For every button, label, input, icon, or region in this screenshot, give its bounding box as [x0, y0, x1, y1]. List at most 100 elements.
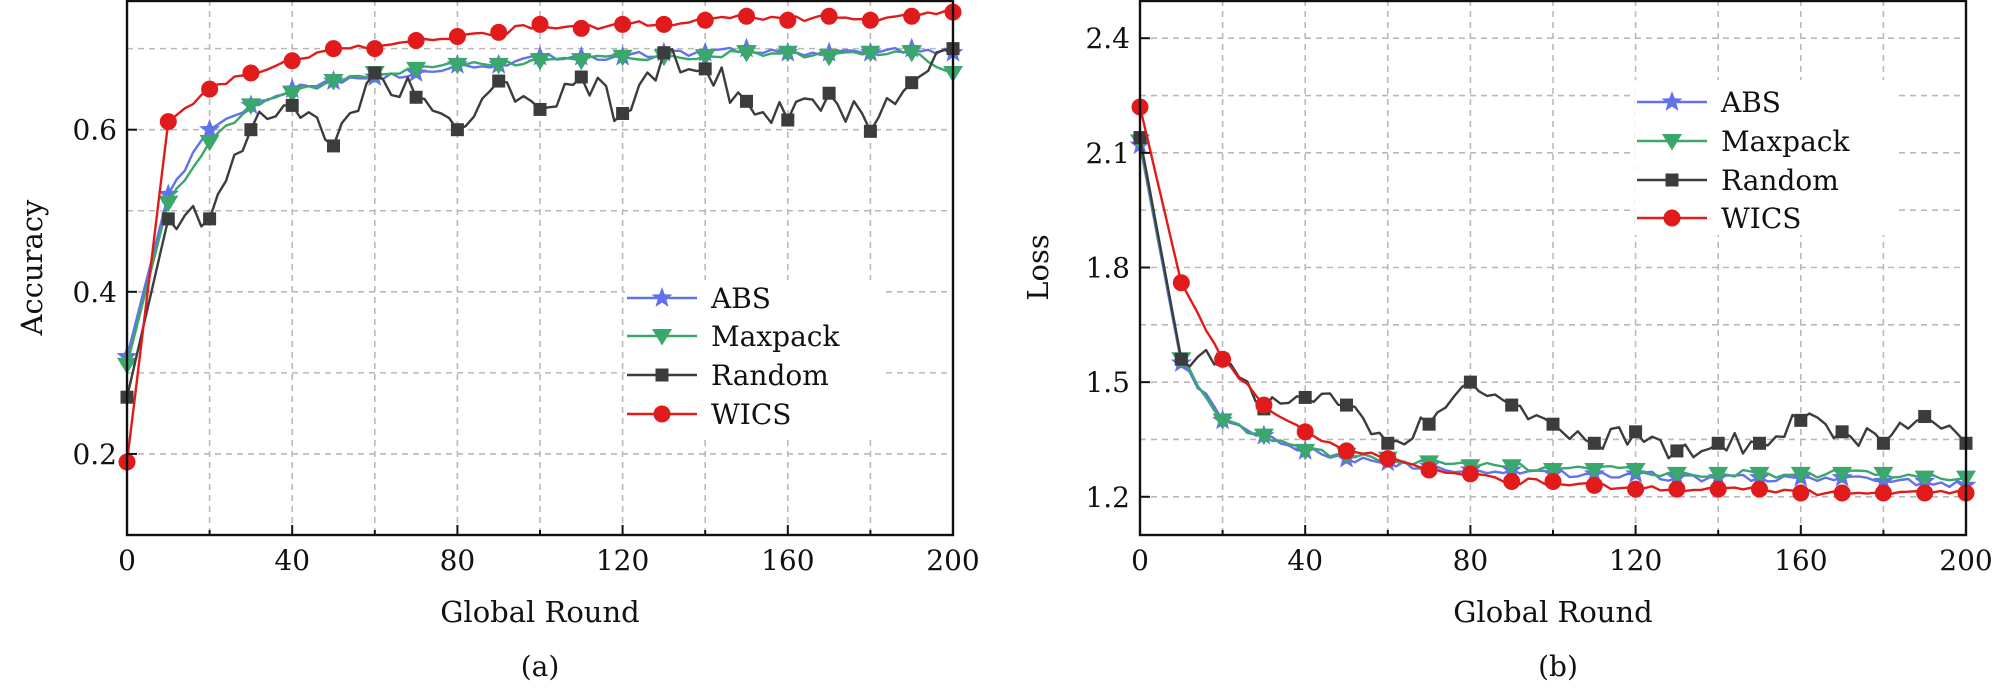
x-tick-label: 80: [1453, 544, 1489, 577]
data-point-maxpack: [323, 74, 344, 91]
x-axis-title: Global Round: [1453, 595, 1652, 629]
data-point-random: [1174, 352, 1188, 366]
chart-panel-b: 0 40 80 120 160 200 1.2 1.5 1.8 2.1 2.4 Global Roun…: [1021, 0, 1993, 683]
data-point-maxpack: [612, 49, 633, 67]
data-point-maxpack: [777, 45, 798, 63]
data-point-wics: [1833, 484, 1851, 502]
data-point-maxpack: [860, 45, 881, 63]
data-point-random: [244, 123, 258, 137]
data-point-random: [1918, 410, 1932, 424]
x-tick-label: 40: [274, 544, 310, 577]
data-point-random: [1298, 390, 1312, 404]
legend-background: [1635, 80, 1895, 235]
data-point-maxpack: [1584, 463, 1605, 480]
legend: ABS Maxpack Random WICS: [1635, 80, 1895, 235]
chart-panel-a: 0 40 80 120 160 200 0.2 0.4 0.6 Global Round Accur…: [15, 0, 980, 683]
data-point-maxpack: [1501, 459, 1522, 476]
legend-label-random: Random: [1721, 164, 1839, 197]
data-point-random: [1587, 436, 1601, 450]
legend-label-abs: ABS: [1720, 86, 1781, 119]
x-tick-label: 160: [1774, 544, 1827, 577]
data-point-wics: [1503, 473, 1521, 490]
legend-marker-maxpack: [1662, 134, 1682, 151]
y-tick-label: 0.4: [72, 276, 117, 309]
legend-label-maxpack: Maxpack: [711, 320, 840, 353]
data-point-wics: [1420, 461, 1438, 479]
data-point-maxpack: [1832, 466, 1853, 484]
data-point-wics: [1751, 480, 1768, 498]
x-tick-label: 120: [1609, 544, 1662, 577]
data-point-wics: [1172, 274, 1190, 292]
legend: ABS Maxpack Random WICS: [625, 280, 885, 435]
data-point-wics: [366, 40, 384, 58]
data-point-wics: [820, 7, 838, 25]
legend-label-maxpack: Maxpack: [1721, 125, 1850, 158]
data-point-random: [1835, 425, 1849, 439]
data-point-maxpack: [901, 45, 922, 63]
y-tick-label: 0.2: [72, 438, 117, 471]
data-point-wics: [1792, 484, 1810, 502]
series-wics: [118, 3, 962, 471]
data-point-wics: [1916, 484, 1934, 502]
panel-caption: (b): [1538, 650, 1578, 683]
legend-marker-abs: [651, 287, 673, 307]
data-point-maxpack: [1873, 466, 1894, 484]
data-point-random: [409, 90, 423, 104]
data-point-wics: [696, 11, 714, 29]
data-point-wics: [738, 7, 755, 25]
legend-marker-maxpack: [652, 329, 672, 346]
y-tick-label: 1.5: [1085, 366, 1130, 399]
x-axis-title: Global Round: [440, 595, 639, 629]
data-point-wics: [242, 64, 260, 82]
data-point-wics: [1379, 450, 1397, 468]
data-point-wics: [1255, 396, 1273, 414]
data-point-random: [657, 46, 671, 60]
data-point-random: [1629, 425, 1643, 439]
data-point-maxpack: [1625, 463, 1646, 480]
data-point-wics: [448, 27, 466, 45]
legend-label-wics: WICS: [711, 398, 791, 431]
data-point-maxpack: [199, 134, 220, 152]
data-point-maxpack: [1790, 466, 1811, 484]
data-point-wics: [1544, 473, 1562, 490]
data-point-maxpack: [158, 195, 179, 213]
data-point-random: [1422, 417, 1436, 431]
data-point-wics: [1585, 476, 1603, 494]
data-point-random: [1463, 375, 1477, 389]
data-point-random: [368, 66, 382, 80]
y-axis-title: Loss: [1021, 234, 1055, 300]
legend-marker-random: [1665, 173, 1679, 187]
y-tick-label: 1.8: [1085, 252, 1130, 285]
legend-marker-wics: [1663, 209, 1681, 227]
x-tick-label: 160: [761, 544, 814, 577]
data-point-wics: [655, 15, 673, 33]
x-tick-label: 0: [1131, 544, 1149, 577]
data-point-maxpack: [1666, 466, 1687, 484]
data-point-wics: [779, 11, 797, 29]
data-point-random: [1340, 398, 1353, 412]
data-point-random: [863, 124, 877, 138]
data-point-maxpack: [571, 53, 592, 71]
legend-marker-wics: [653, 405, 671, 423]
data-point-wics: [1461, 465, 1479, 483]
data-point-random: [1670, 444, 1684, 458]
legend-label-random: Random: [711, 359, 829, 392]
y-tick-label: 0.6: [72, 114, 117, 147]
data-point-wics: [407, 32, 425, 50]
x-tick-label: 200: [1939, 544, 1992, 577]
data-point-wics: [1874, 484, 1892, 502]
data-point-random: [533, 102, 547, 116]
data-point-maxpack: [695, 49, 716, 67]
x-tick-label: 0: [118, 544, 136, 577]
data-point-abs: [157, 183, 179, 204]
y-axis-title: Accuracy: [15, 199, 49, 336]
data-point-random: [574, 70, 588, 84]
x-tick-label: 200: [926, 544, 979, 577]
data-point-maxpack: [447, 57, 468, 75]
data-point-maxpack: [1295, 443, 1316, 461]
data-point-maxpack: [282, 86, 303, 103]
data-point-random: [822, 86, 836, 100]
data-point-wics: [159, 113, 177, 131]
y-tick-label: 2.1: [1085, 137, 1130, 170]
data-point-random: [616, 106, 630, 120]
